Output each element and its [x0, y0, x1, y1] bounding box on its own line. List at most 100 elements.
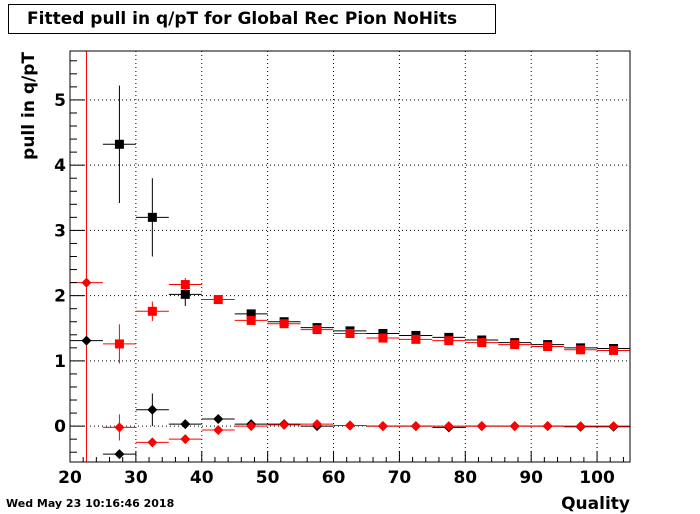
- square-marker: [114, 339, 124, 349]
- square-marker: [114, 139, 124, 149]
- diamond-marker: [147, 437, 158, 448]
- square-marker: [147, 212, 157, 222]
- data-point-square: [102, 85, 136, 204]
- square-marker: [510, 340, 520, 350]
- plot-frame: [69, 50, 631, 463]
- square-marker: [345, 328, 355, 338]
- y-tick-label: 5: [54, 91, 66, 111]
- square-marker: [246, 315, 256, 325]
- diamond-marker: [180, 434, 191, 445]
- y-axis-title: pull in q/pT: [19, 52, 39, 160]
- tick-labels: 20 30 40 50 60 70 80 90 100 0 1 2 3 4 5: [54, 91, 615, 488]
- square-marker: [312, 325, 322, 335]
- y-tick-label: 4: [54, 156, 66, 176]
- chart-title: Fitted pull in q/pT for Global Rec Pion …: [8, 4, 496, 34]
- data-point-diamond: [168, 419, 202, 430]
- diamond-marker: [476, 421, 487, 432]
- data-point-diamond: [70, 335, 103, 346]
- square-marker: [279, 319, 289, 329]
- diamond-marker: [81, 335, 92, 346]
- data-point-square: [234, 315, 268, 325]
- diamond-marker: [542, 421, 553, 432]
- data-point-square: [135, 301, 169, 322]
- diamond-marker: [279, 419, 290, 430]
- data-point-diamond: [135, 437, 169, 448]
- diamond-marker: [377, 421, 388, 432]
- x-tick-label: 100: [579, 468, 615, 488]
- data-point-square: [531, 342, 565, 352]
- data-point-square: [201, 295, 235, 305]
- square-marker: [543, 342, 553, 352]
- square-marker: [444, 336, 454, 346]
- y-tick-label: 2: [54, 287, 66, 307]
- square-marker: [147, 306, 157, 316]
- data-point-square: [267, 319, 301, 329]
- y-tick-label: 1: [54, 352, 66, 372]
- data-point-square: [564, 345, 598, 355]
- square-marker: [576, 345, 586, 355]
- diamond-marker: [81, 277, 92, 288]
- data-point-square: [135, 178, 169, 257]
- diamond-marker: [410, 421, 421, 432]
- data-point-square: [300, 325, 334, 335]
- x-axis-title: Quality: [561, 494, 630, 514]
- axis-ticks: [69, 60, 624, 462]
- data-point-diamond: [102, 449, 136, 460]
- data-point-square: [465, 338, 499, 348]
- data-point-diamond: [564, 421, 598, 432]
- square-marker: [180, 289, 190, 299]
- diamond-marker: [443, 421, 454, 432]
- square-marker: [477, 338, 487, 348]
- x-tick-label: 30: [124, 468, 148, 488]
- diamond-marker: [147, 404, 158, 415]
- diamond-marker: [608, 421, 619, 432]
- x-tick-label: 20: [58, 468, 82, 488]
- x-tick-label: 70: [388, 468, 412, 488]
- data-point-diamond: [531, 421, 565, 432]
- diamond-marker: [509, 421, 520, 432]
- data-point-square: [102, 324, 136, 364]
- data-point-diamond: [102, 414, 136, 441]
- data-point-diamond: [432, 421, 466, 432]
- data-point-diamond: [597, 421, 630, 432]
- diamond-marker: [345, 420, 355, 431]
- diamond-marker: [246, 421, 257, 432]
- square-marker: [246, 309, 256, 319]
- diamond-marker: [180, 419, 191, 430]
- square-marker: [180, 280, 190, 290]
- data-point-square: [168, 278, 202, 292]
- data-point-square: [498, 340, 532, 350]
- data-point-diamond: [135, 393, 169, 427]
- diamond-marker: [575, 421, 586, 432]
- data-point-diamond: [333, 420, 367, 431]
- grid-lines: [70, 51, 630, 462]
- data-point-square: [432, 336, 466, 346]
- diamond-marker: [213, 413, 224, 424]
- diamond-marker: [312, 419, 323, 430]
- data-point-diamond: [399, 421, 433, 432]
- x-tick-label: 40: [190, 468, 214, 488]
- x-tick-label: 60: [322, 468, 346, 488]
- x-tick-label: 50: [256, 468, 280, 488]
- square-marker: [411, 334, 421, 344]
- x-tick-label: 80: [453, 468, 477, 488]
- diamond-marker: [213, 425, 224, 436]
- data-point-square: [597, 345, 630, 355]
- data-point-diamond: [300, 419, 334, 430]
- data-point-square: [366, 333, 400, 343]
- square-marker: [609, 345, 619, 355]
- y-tick-label: 3: [54, 221, 66, 241]
- x-tick-label: 90: [519, 468, 543, 488]
- square-marker: [378, 328, 388, 338]
- data-point-diamond: [201, 413, 235, 424]
- square-marker: [378, 333, 388, 343]
- diamond-marker: [114, 422, 125, 433]
- data-point-square: [333, 328, 367, 338]
- y-tick-label: 0: [54, 417, 66, 437]
- data-point-diamond: [498, 421, 532, 432]
- data-point-diamond: [267, 419, 301, 430]
- data-point-square: [399, 334, 433, 344]
- data-point-diamond: [201, 425, 235, 436]
- data-point-diamond: [168, 434, 202, 445]
